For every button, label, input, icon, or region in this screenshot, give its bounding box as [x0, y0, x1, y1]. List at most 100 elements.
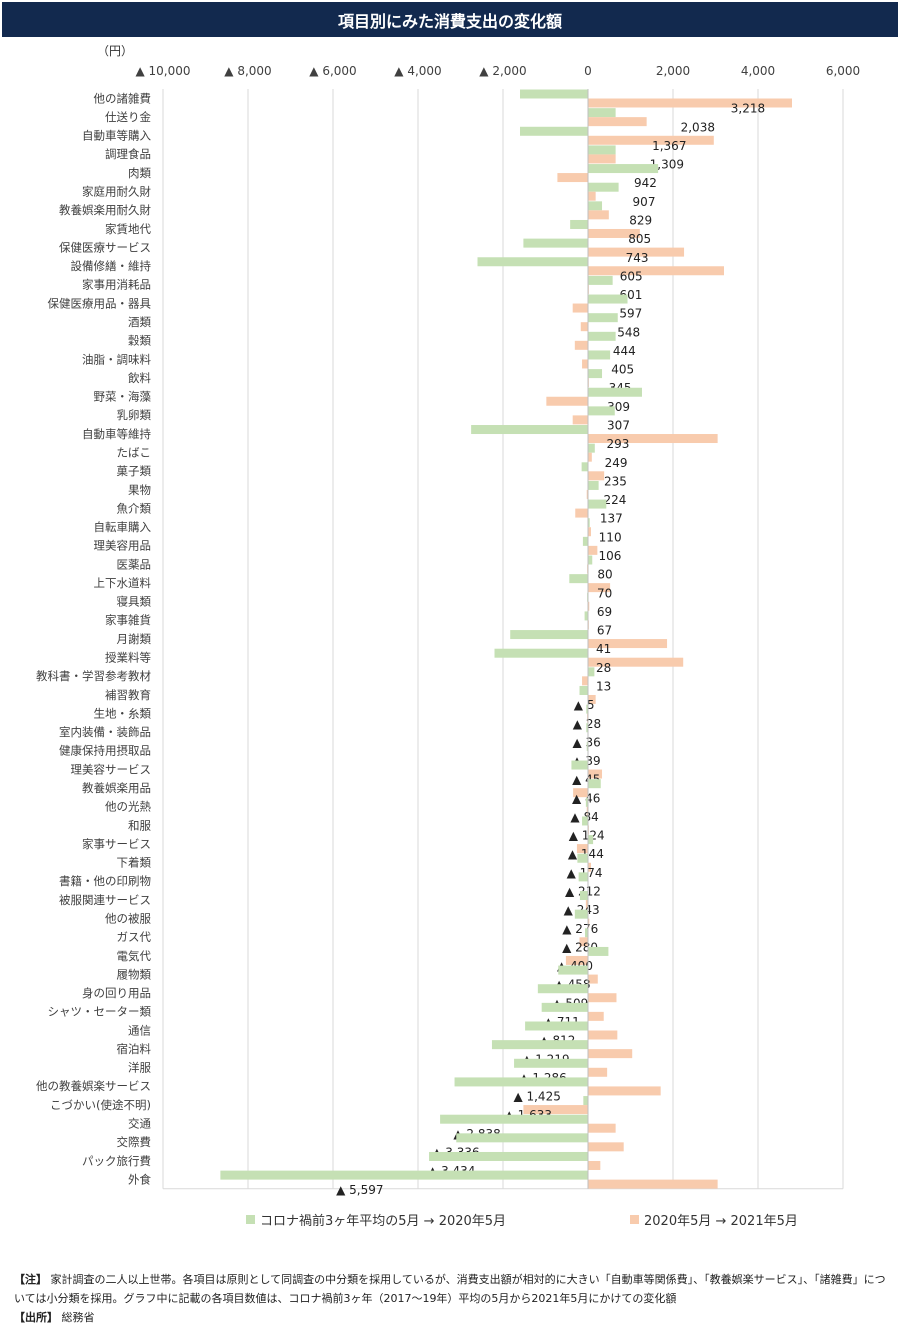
bar-series1 [588, 369, 603, 379]
bar-series2 [588, 601, 590, 611]
bar-series1 [491, 1040, 588, 1050]
bar-series1 [477, 257, 588, 267]
bar-series2 [588, 1067, 608, 1077]
bar-series1 [582, 536, 588, 546]
category-label: 設備修繕・維持 [71, 259, 152, 273]
category-label: 教科書・学習参考教材 [36, 669, 151, 683]
bar-series2 [588, 918, 590, 928]
legend-series1: コロナ禍前3ヶ年平均の5月 → 2020年5月 [246, 1210, 506, 1229]
bar-series2 [588, 471, 605, 481]
bar-series2 [575, 508, 588, 518]
bar-series1 [588, 387, 642, 397]
bar-series1 [537, 984, 588, 994]
category-label: 上下水道料 [94, 576, 152, 590]
bar-series2 [588, 1086, 661, 1096]
bar-series1 [541, 1002, 588, 1012]
data-label: 13 [596, 679, 611, 693]
bar-series1 [582, 816, 588, 826]
category-label: たばこ [117, 445, 152, 459]
bar-series1 [220, 1170, 588, 1180]
data-label: ▲ 124 [569, 829, 605, 843]
bar-series1 [588, 946, 609, 956]
category-label: ガス代 [117, 930, 152, 944]
notes: 【注】 家計調査の二人以上世帯。各項目は原則として同調査の中分類を採用しているが… [14, 1270, 889, 1327]
bar-series1 [584, 611, 588, 621]
bar-series2 [588, 452, 592, 462]
bar-series2 [573, 788, 588, 798]
legend-series1-label: コロナ禍前3ヶ年平均の5月 → 2020年5月 [260, 1214, 507, 1229]
data-label: 67 [597, 624, 612, 638]
bar-series1 [588, 518, 590, 528]
data-label: 41 [596, 642, 611, 656]
bar-series1 [588, 182, 619, 192]
bar-series1 [588, 313, 618, 323]
data-label: 249 [605, 456, 628, 470]
category-label: 教養娯楽用品 [82, 781, 151, 795]
bar-series1 [520, 126, 588, 136]
bar-series1 [588, 350, 611, 360]
bar-series1 [585, 797, 588, 807]
category-label: 果物 [128, 483, 151, 497]
data-label: 110 [599, 530, 622, 544]
data-label: 3,218 [731, 102, 765, 116]
bar-series1 [510, 630, 588, 640]
x-tick-label: ▲ 8,000 [224, 64, 271, 78]
data-label: 137 [600, 512, 623, 526]
note-text: 家計調査の二人以上世帯。各項目は原則として同調査の中分類を採用しているが、消費支… [14, 1273, 886, 1305]
data-label: 1,309 [650, 158, 684, 172]
note-line: 【注】 家計調査の二人以上世帯。各項目は原則として同調査の中分類を採用しているが… [14, 1270, 889, 1308]
data-label: 942 [634, 176, 657, 190]
bar-series2 [588, 657, 684, 667]
bar-series1 [586, 723, 588, 733]
bar-series1 [579, 891, 588, 901]
source-line: 【出所】 総務省 [14, 1308, 889, 1327]
data-label: 405 [611, 363, 634, 377]
data-label: 224 [604, 493, 627, 507]
legend-series2-swatch [630, 1215, 639, 1224]
bar-series1 [588, 443, 595, 453]
category-label: 外食 [128, 1172, 151, 1186]
bar-series2 [588, 1011, 604, 1021]
category-label: 家事用消耗品 [82, 278, 151, 292]
bar-series2 [588, 527, 591, 537]
category-label: 交通 [128, 1117, 151, 1131]
bar-series2 [572, 303, 588, 313]
category-label: 家庭用耐久財 [82, 185, 151, 199]
bar-series2 [565, 955, 588, 965]
legend-series2: 2020年5月 → 2021年5月 [630, 1210, 798, 1229]
bar-series1 [588, 145, 616, 155]
data-label: ▲ 5,597 [336, 1183, 383, 1197]
bar-series2 [588, 694, 596, 704]
category-label: 他の諸雑費 [94, 91, 152, 105]
x-tick-label: ▲ 4,000 [394, 64, 441, 78]
category-label: 交際費 [117, 1135, 152, 1149]
bar-series1 [588, 499, 607, 509]
bar-series2 [588, 135, 714, 145]
bar-series1 [579, 685, 588, 695]
x-tick-label: ▲ 10,000 [135, 64, 190, 78]
bar-series2 [588, 583, 611, 593]
data-label: 548 [617, 325, 640, 339]
bar-series2 [588, 154, 616, 164]
bar-series2 [585, 900, 588, 910]
data-label: ▲ 1,425 [513, 1090, 560, 1104]
category-label: 家賃地代 [105, 222, 151, 236]
bar-series2 [588, 1030, 618, 1040]
category-label: 自動車等購入 [82, 129, 151, 143]
bar-series1 [588, 164, 659, 174]
chart-svg: ▲ 10,000 ▲ 8,000 ▲ 6,000 ▲ 4,000 ▲ 2,000 0 2,0… [36, 64, 860, 1197]
bar-series2 [588, 974, 598, 984]
data-label: 605 [620, 269, 643, 283]
bar-series1 [588, 201, 603, 211]
bar-series2 [576, 844, 588, 854]
bar-series1 [588, 835, 594, 845]
bar-series2 [588, 1160, 601, 1170]
bar-series2 [588, 1049, 633, 1059]
data-label: ▲ 5 [574, 698, 595, 712]
category-label: 医薬品 [117, 557, 152, 571]
bar-series2 [588, 210, 609, 220]
category-label: 乳卵類 [117, 408, 152, 422]
category-label: 書籍・他の印刷物 [59, 874, 151, 888]
bar-series1 [588, 667, 595, 677]
category-label: 保健医療サービス [59, 240, 151, 254]
